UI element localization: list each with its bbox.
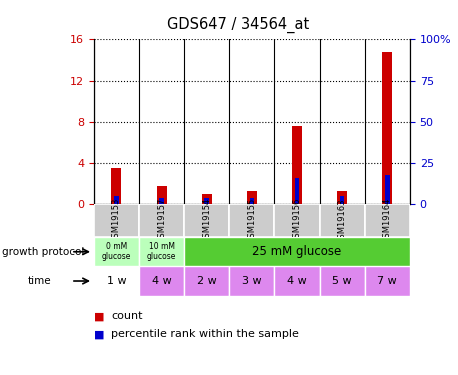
Text: GSM19154: GSM19154 [202, 198, 211, 243]
Bar [340, 196, 344, 204]
Bar [204, 198, 209, 204]
Text: GSM19164: GSM19164 [383, 198, 392, 243]
Text: 10 mM
glucose: 10 mM glucose [147, 242, 176, 261]
Text: GSM19157: GSM19157 [157, 198, 166, 243]
Bar [202, 194, 212, 204]
Text: growth protocol: growth protocol [2, 247, 85, 257]
Bar [295, 178, 300, 204]
Text: time: time [27, 276, 51, 286]
Bar [365, 266, 410, 296]
Text: percentile rank within the sample: percentile rank within the sample [111, 329, 299, 339]
Bar [159, 198, 164, 204]
Bar [111, 168, 121, 204]
Bar [250, 198, 254, 204]
Bar [139, 204, 184, 237]
Text: 0 mM
glucose: 0 mM glucose [102, 242, 131, 261]
Text: 4 w: 4 w [287, 276, 307, 286]
Bar [94, 266, 139, 296]
Bar [94, 204, 139, 237]
Bar [229, 266, 274, 296]
Bar [114, 196, 119, 204]
Bar [229, 204, 274, 237]
Text: ■: ■ [94, 311, 104, 321]
Text: 3 w: 3 w [242, 276, 262, 286]
Text: 25 mM glucose: 25 mM glucose [252, 245, 342, 258]
Text: 5 w: 5 w [333, 276, 352, 286]
Bar [274, 204, 320, 237]
Bar [184, 266, 229, 296]
Text: GSM19156: GSM19156 [293, 198, 301, 243]
Bar [337, 191, 347, 204]
Text: GSM19155: GSM19155 [247, 198, 256, 243]
Bar [139, 266, 184, 296]
Bar [184, 204, 229, 237]
Text: count: count [111, 311, 143, 321]
Bar [157, 186, 167, 204]
Bar [292, 126, 302, 204]
Text: GSM19153: GSM19153 [112, 198, 121, 243]
Text: 1 w: 1 w [107, 276, 126, 286]
Bar [320, 266, 365, 296]
Bar [94, 237, 139, 266]
Bar [382, 52, 393, 204]
Bar [365, 204, 410, 237]
Bar [385, 175, 390, 204]
Bar [247, 191, 257, 204]
Text: ■: ■ [94, 329, 104, 339]
Text: GSM19163: GSM19163 [338, 198, 347, 243]
Text: GDS647 / 34564_at: GDS647 / 34564_at [167, 17, 309, 33]
Bar [139, 237, 184, 266]
Text: 7 w: 7 w [377, 276, 397, 286]
Bar [320, 204, 365, 237]
Text: 4 w: 4 w [152, 276, 171, 286]
Text: 2 w: 2 w [197, 276, 217, 286]
Bar [274, 266, 320, 296]
Bar [184, 237, 410, 266]
